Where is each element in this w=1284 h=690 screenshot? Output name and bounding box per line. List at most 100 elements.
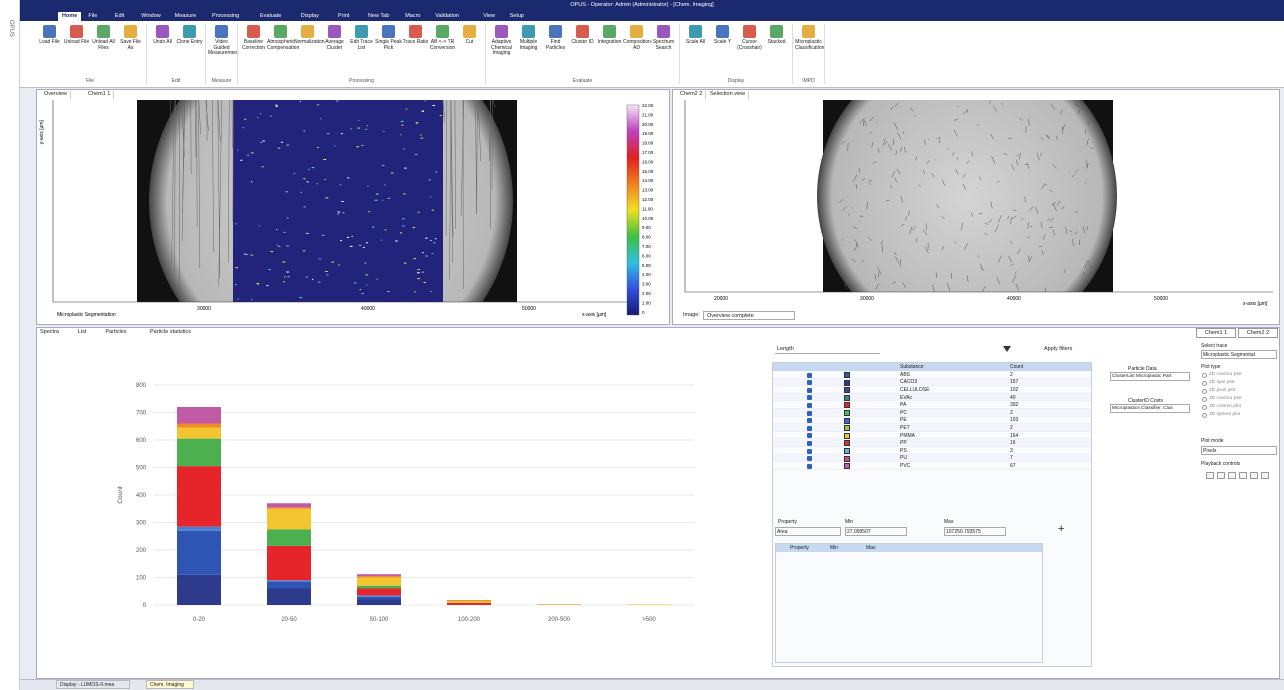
- row-check[interactable]: [807, 448, 812, 454]
- ribbon-button[interactable]: Spectrum Search: [652, 39, 675, 51]
- pane-tab[interactable]: Selection view: [707, 91, 750, 99]
- fiber: [936, 204, 940, 209]
- ribbon-button[interactable]: Multiple Imaging: [519, 39, 538, 51]
- length-dropdown[interactable]: Length: [775, 345, 880, 354]
- ribbon-button[interactable]: Scale All: [685, 39, 706, 45]
- ribbon-button[interactable]: Load File: [39, 39, 60, 45]
- add-button[interactable]: +: [1058, 523, 1065, 535]
- row-check[interactable]: [807, 380, 812, 386]
- row-check[interactable]: [807, 440, 812, 446]
- menu-tab[interactable]: Edit: [114, 13, 125, 19]
- pane-tab[interactable]: Overview: [41, 91, 71, 99]
- pane-tab[interactable]: Chem2 2: [677, 91, 707, 99]
- radio[interactable]: [1202, 373, 1207, 378]
- ribbon-button[interactable]: Baseline Correction: [241, 39, 266, 51]
- status-tab[interactable]: Display - LUMOS-II.mea: [56, 680, 130, 689]
- lower-tab[interactable]: Spectra: [40, 329, 59, 335]
- fiber: [454, 100, 456, 229]
- row-check[interactable]: [807, 372, 812, 378]
- ribbon-button[interactable]: Find Particles: [545, 39, 566, 51]
- mode-dropdown[interactable]: Pixels: [1201, 446, 1277, 455]
- menu-tab[interactable]: Measure: [174, 13, 197, 19]
- fiber: [1019, 152, 1021, 160]
- ribbon-button[interactable]: Integration: [597, 39, 622, 45]
- row-check[interactable]: [807, 410, 812, 416]
- particle-data-dropdown[interactable]: ClusterList Microplastic Part: [1110, 372, 1190, 381]
- ribbon-button[interactable]: Cursor (Crosshair): [737, 39, 762, 51]
- lower-tab[interactable]: Particles: [105, 329, 127, 335]
- image-dropdown[interactable]: Overview complete: [703, 311, 795, 320]
- fiber: [874, 274, 877, 281]
- particle: [390, 172, 394, 174]
- playback-button[interactable]: [1217, 472, 1225, 479]
- ribbon-icon: [522, 25, 535, 38]
- menu-tab[interactable]: View: [483, 13, 496, 19]
- menu-tab[interactable]: Processing: [212, 13, 240, 19]
- fiber: [913, 114, 916, 117]
- trace-dropdown[interactable]: Microplastic Segmentat: [1201, 350, 1277, 359]
- menu-tab[interactable]: New Tab: [368, 13, 390, 19]
- playback-button[interactable]: [1250, 472, 1258, 479]
- max-input[interactable]: 107250.793575: [944, 527, 1006, 536]
- ribbon-button[interactable]: Trace Ratio: [402, 39, 429, 45]
- fiber: [994, 224, 999, 233]
- menu-tab[interactable]: Print: [338, 13, 350, 19]
- ribbon-button[interactable]: Single Peak Pick: [375, 39, 402, 51]
- playback-button[interactable]: [1261, 472, 1269, 479]
- ribbon-button[interactable]: Edit Trace List: [350, 39, 373, 51]
- pane-tab[interactable]: Chem1 1: [85, 91, 115, 99]
- ribbon-button[interactable]: Scale Y: [713, 39, 732, 45]
- menu-tab[interactable]: Display: [300, 13, 319, 19]
- ribbon-button[interactable]: Atmospheric Compensation: [267, 39, 300, 51]
- ribbon-button[interactable]: AB <-> TR Conversion: [429, 39, 456, 51]
- row-check[interactable]: [807, 456, 812, 462]
- menu-tab[interactable]: Home: [58, 12, 82, 21]
- menu-tab[interactable]: File: [88, 13, 98, 19]
- row-check[interactable]: [807, 425, 812, 431]
- property-dropdown[interactable]: Area: [775, 527, 841, 536]
- row-check[interactable]: [807, 402, 812, 408]
- radio[interactable]: [1202, 405, 1207, 410]
- ribbon-button[interactable]: Adaptive Chemical Imaging: [491, 39, 512, 56]
- radio[interactable]: [1202, 381, 1207, 386]
- row-check[interactable]: [807, 387, 812, 393]
- min-input[interactable]: 27.099507: [845, 527, 907, 536]
- menu-tab[interactable]: Setup: [509, 13, 524, 19]
- radio[interactable]: [1202, 397, 1207, 402]
- playback-button[interactable]: [1239, 472, 1247, 479]
- ribbon-button[interactable]: Average Cluster: [325, 39, 344, 51]
- ribbon-button[interactable]: Microplastic Classification: [795, 39, 825, 51]
- ribbon-button[interactable]: Video Guided Measurement: [208, 39, 239, 56]
- ribbon-button[interactable]: Undo All: [153, 39, 172, 45]
- playback-button[interactable]: [1228, 472, 1236, 479]
- menu-tab[interactable]: Window: [141, 13, 161, 19]
- lower-tab[interactable]: List: [77, 329, 87, 335]
- ribbon-button[interactable]: Cut: [465, 39, 474, 45]
- side-tab[interactable]: Chem1 1: [1196, 328, 1236, 338]
- fiber: [1036, 152, 1040, 161]
- ribbon-button[interactable]: Clone Entry: [176, 39, 203, 45]
- menu-tab[interactable]: Evaluate: [260, 13, 282, 19]
- row-check[interactable]: [807, 395, 812, 401]
- ribbon-button[interactable]: Unload All Files: [92, 39, 115, 51]
- cluster-cost-dropdown[interactable]: Microplastics Classifier, Clus: [1110, 404, 1190, 413]
- ribbon-button[interactable]: Stacked: [767, 39, 786, 45]
- row-check[interactable]: [807, 463, 812, 469]
- apply-filters[interactable]: Apply filters: [1044, 346, 1073, 352]
- ribbon-button[interactable]: Unload File: [63, 39, 90, 45]
- radio[interactable]: [1202, 389, 1207, 394]
- row-check[interactable]: [807, 433, 812, 439]
- ribbon-button[interactable]: Normalization: [294, 39, 325, 45]
- ribbon-button[interactable]: Composition-AD: [623, 39, 653, 51]
- status-tab[interactable]: Chem. Imaging: [146, 680, 194, 689]
- row-check[interactable]: [807, 418, 812, 424]
- playback-button[interactable]: [1206, 472, 1214, 479]
- particle: [435, 171, 438, 173]
- ribbon-button[interactable]: Save File As: [120, 39, 141, 51]
- menu-tab[interactable]: Validation: [435, 13, 459, 19]
- menu-tab[interactable]: Macro: [405, 13, 421, 19]
- side-tab[interactable]: Chem2 2: [1238, 328, 1278, 338]
- ribbon-button[interactable]: Cluster ID: [571, 39, 594, 45]
- radio[interactable]: [1202, 413, 1207, 418]
- lower-tab[interactable]: Particle statistics: [150, 329, 191, 335]
